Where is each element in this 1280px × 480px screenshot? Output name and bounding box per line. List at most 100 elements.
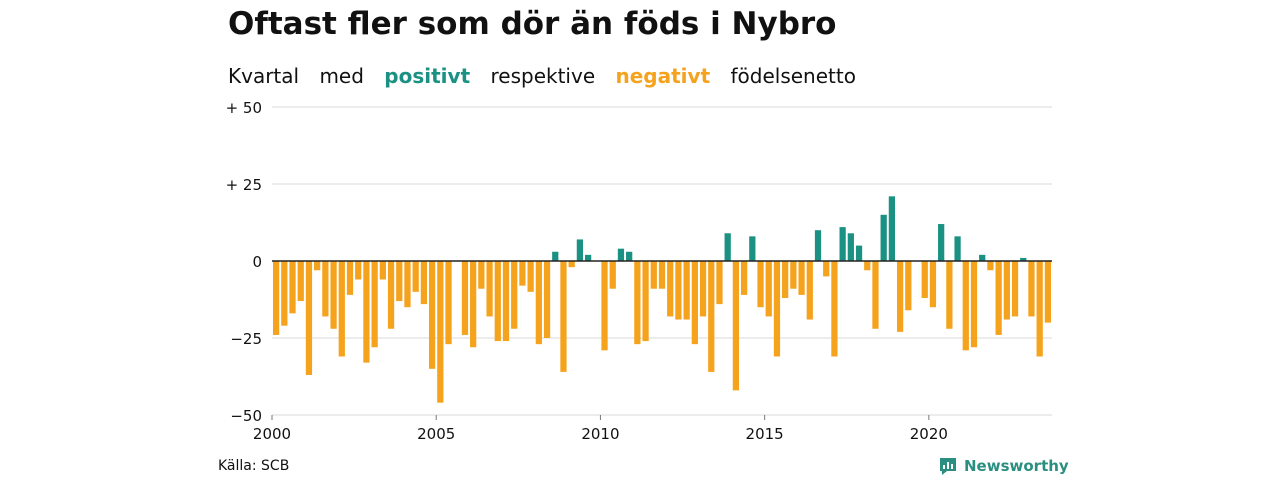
- subtitle-middle: respektive: [490, 64, 596, 88]
- source-note: Källa: SCB: [218, 458, 290, 474]
- bar: [1036, 261, 1043, 357]
- bar: [338, 261, 345, 357]
- bar: [765, 261, 772, 317]
- bar: [987, 261, 994, 271]
- bar: [864, 261, 871, 271]
- bar: [798, 261, 805, 295]
- bar: [839, 227, 846, 261]
- bar: [831, 261, 838, 357]
- bar: [650, 261, 657, 289]
- bar: [634, 261, 641, 345]
- bar: [724, 233, 731, 261]
- bar: [716, 261, 723, 305]
- bar: [732, 261, 740, 391]
- bar: [601, 261, 608, 351]
- bar: [560, 261, 567, 372]
- bar: [346, 261, 354, 295]
- x-tick-label: 2020: [910, 425, 948, 443]
- y-tick-label: 0: [252, 253, 262, 271]
- bar: [314, 261, 321, 271]
- bar: [626, 251, 633, 261]
- bar: [387, 261, 395, 329]
- bar: [658, 261, 666, 289]
- bar: [979, 254, 986, 261]
- bar: [814, 230, 822, 261]
- y-tick-label: + 25: [226, 176, 262, 194]
- bar: [281, 261, 288, 326]
- bar: [667, 261, 674, 317]
- bar: [420, 261, 428, 305]
- bar: [675, 261, 682, 320]
- subtitle-positive-word: positivt: [384, 64, 471, 88]
- bar: [289, 261, 296, 314]
- bar: [297, 261, 304, 302]
- bar: [896, 261, 904, 332]
- bar: [568, 261, 575, 268]
- y-tick-label: −50: [230, 407, 262, 425]
- bar: [1011, 261, 1019, 317]
- bar: [428, 261, 436, 369]
- brand-name: Newsworthy: [964, 457, 1069, 475]
- newsworthy-logo-icon: [940, 458, 956, 475]
- bar: [962, 261, 969, 351]
- bar: [396, 261, 403, 302]
- bar: [954, 236, 961, 261]
- bar: [995, 261, 1002, 335]
- bar: [272, 261, 280, 335]
- bar: [584, 254, 592, 261]
- subtitle-suffix: födelsenetto: [730, 64, 856, 88]
- bars-layer: [272, 196, 1052, 403]
- y-tick-label: −25: [230, 330, 262, 348]
- bar: [1020, 257, 1027, 261]
- bar: [880, 214, 887, 261]
- bar: [855, 245, 863, 261]
- bar: [543, 261, 551, 338]
- bar: [486, 261, 493, 317]
- bar: [355, 261, 362, 280]
- bar: [371, 261, 378, 348]
- bar: [1028, 261, 1035, 317]
- bar: [535, 261, 542, 345]
- bar: [946, 261, 953, 329]
- bar: [749, 236, 756, 261]
- bar: [1003, 261, 1010, 320]
- bar: [823, 261, 830, 277]
- bar: [740, 261, 748, 295]
- bar: [470, 261, 477, 348]
- bar: [511, 261, 518, 329]
- subtitle-med: med: [319, 64, 364, 88]
- bar: [782, 261, 789, 298]
- bar: [609, 261, 616, 289]
- bar: [404, 261, 411, 308]
- bar: [921, 261, 928, 298]
- bar: [642, 261, 649, 342]
- bar: [322, 261, 329, 317]
- bar: [699, 261, 707, 317]
- chart-title: Oftast fler som dör än föds i Nybro: [228, 6, 837, 42]
- bar: [461, 261, 469, 335]
- y-tick-label: + 50: [226, 99, 262, 117]
- bar: [970, 261, 978, 348]
- bar: [773, 261, 781, 357]
- bar: [806, 261, 813, 320]
- brand-logo[interactable]: Newsworthy: [938, 456, 1069, 476]
- bar: [757, 261, 764, 308]
- x-tick-label: 2000: [253, 425, 291, 443]
- bar: [502, 261, 510, 342]
- x-tick-label: 2010: [581, 425, 619, 443]
- bar: [708, 261, 715, 372]
- subtitle-negative-word: negativt: [615, 64, 711, 88]
- bar: [437, 261, 444, 403]
- bar: [527, 261, 534, 292]
- bar: [847, 233, 854, 261]
- bar: [363, 261, 370, 363]
- bar: [330, 261, 337, 329]
- bar: [494, 261, 501, 342]
- bar: [938, 224, 945, 261]
- x-tick-label: 2005: [417, 425, 455, 443]
- bar: [617, 248, 625, 261]
- chart-subtitle: Kvartal med positivt respektive negativt…: [228, 64, 870, 88]
- bar: [1044, 261, 1052, 323]
